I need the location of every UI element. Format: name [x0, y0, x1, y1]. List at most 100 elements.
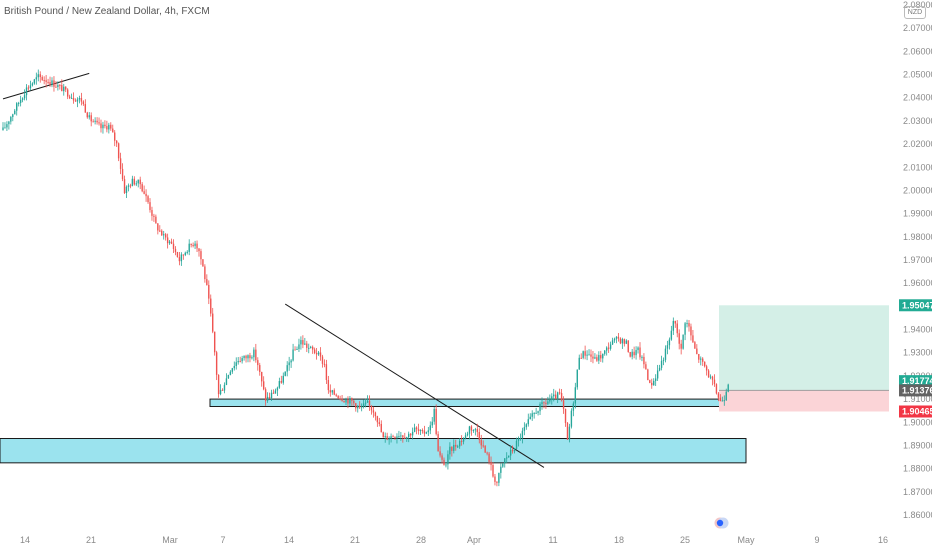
candle-body — [439, 451, 441, 456]
trendlines-layer — [2, 72, 545, 468]
x-tick-label: 16 — [878, 535, 888, 545]
candle-body — [511, 449, 514, 452]
candle-body — [643, 356, 645, 365]
currency-badge[interactable]: NZD — [904, 6, 926, 19]
candle-body — [531, 413, 533, 417]
candle-body — [174, 248, 177, 253]
candle-body — [441, 455, 443, 460]
price-badge-bg — [899, 299, 932, 312]
candle-body — [172, 243, 175, 249]
candle-body — [4, 127, 6, 129]
y-axis: 1.86000 1.87000 1.88000 1.89000 1.90000 1.910… — [903, 0, 932, 520]
candle-body — [68, 96, 71, 99]
candle-body — [310, 346, 312, 348]
candle-body — [398, 436, 400, 438]
candle-body — [294, 349, 296, 351]
candle-body — [182, 254, 185, 256]
candle-body — [543, 402, 545, 404]
candle-body — [96, 120, 98, 123]
candle-body — [217, 374, 220, 395]
candle-body — [308, 347, 310, 349]
price-badge-label: 1.90465 — [902, 406, 932, 416]
candle-body — [484, 445, 486, 453]
candle-body — [268, 396, 271, 398]
candle-body — [364, 402, 367, 404]
candle-body — [374, 412, 377, 417]
candle-body — [188, 243, 190, 252]
candle-body — [163, 234, 165, 236]
candle-body — [519, 438, 522, 440]
x-tick-label: 11 — [548, 535, 557, 545]
candle-body — [110, 124, 112, 129]
candle-body — [131, 178, 134, 187]
support-zone-lower — [0, 438, 747, 464]
candle-body — [288, 362, 290, 366]
x-tick-label: 21 — [350, 535, 360, 545]
candle-body — [25, 87, 28, 96]
candle-body — [208, 284, 210, 299]
candle-body — [202, 259, 204, 267]
candle-body — [615, 336, 618, 339]
candle-body — [386, 436, 388, 440]
candle-body — [235, 362, 237, 366]
candle-body — [53, 80, 55, 87]
candle-body — [472, 429, 475, 431]
trendline-2 — [284, 303, 545, 468]
candle-body — [262, 381, 265, 390]
candle-body — [16, 103, 18, 111]
candle-body — [341, 398, 343, 402]
candle-body — [564, 408, 567, 423]
candle-body — [210, 298, 212, 314]
candle-body — [300, 340, 302, 345]
candle-body — [49, 82, 51, 85]
candle-body — [135, 183, 137, 185]
candle-body — [396, 436, 398, 439]
candle-body — [245, 355, 247, 359]
candle-body — [678, 333, 680, 344]
candle-body — [337, 395, 339, 399]
candle-body — [725, 391, 727, 401]
candle-body — [19, 99, 22, 103]
candle-body — [457, 446, 459, 448]
candle-body — [221, 389, 224, 391]
candle-body — [625, 340, 627, 344]
x-tick-label: 7 — [220, 535, 225, 545]
candle-body — [102, 124, 104, 129]
candle-body — [86, 112, 88, 118]
candle-body — [194, 243, 196, 246]
candle-body — [664, 348, 667, 360]
candle-body — [237, 361, 239, 363]
candle-body — [458, 440, 461, 447]
candle-body — [639, 347, 641, 358]
candle-body — [212, 313, 214, 332]
candle-body — [147, 196, 149, 203]
candle-body — [713, 379, 716, 385]
candle-body — [349, 398, 351, 404]
candle-body — [590, 354, 592, 357]
candle-body — [98, 122, 100, 124]
candle-body — [351, 398, 353, 401]
y-tick-label: 1.87000 — [903, 487, 932, 497]
candle-body — [578, 357, 580, 370]
candle-body — [129, 185, 132, 187]
x-axis: 14 21 Mar 7 14 21 28 Apr 11 18 25 May 9 16 — [20, 535, 888, 545]
candle-body — [280, 381, 283, 383]
candle-body — [17, 102, 20, 104]
candle-body — [555, 394, 557, 399]
candle-body — [21, 98, 24, 100]
candle-body — [570, 410, 573, 427]
candle-body — [141, 184, 143, 192]
candle-body — [623, 339, 626, 344]
y-tick-label: 2.05000 — [903, 70, 932, 80]
candle-body — [727, 384, 729, 392]
candle-body — [605, 347, 608, 351]
candle-body — [721, 400, 724, 402]
candle-body — [600, 355, 602, 359]
candle-body — [382, 432, 384, 438]
candle-body — [80, 98, 83, 102]
candle-body — [119, 158, 122, 169]
candle-body — [186, 251, 188, 253]
candle-body — [478, 432, 480, 440]
candle-body — [627, 340, 629, 352]
